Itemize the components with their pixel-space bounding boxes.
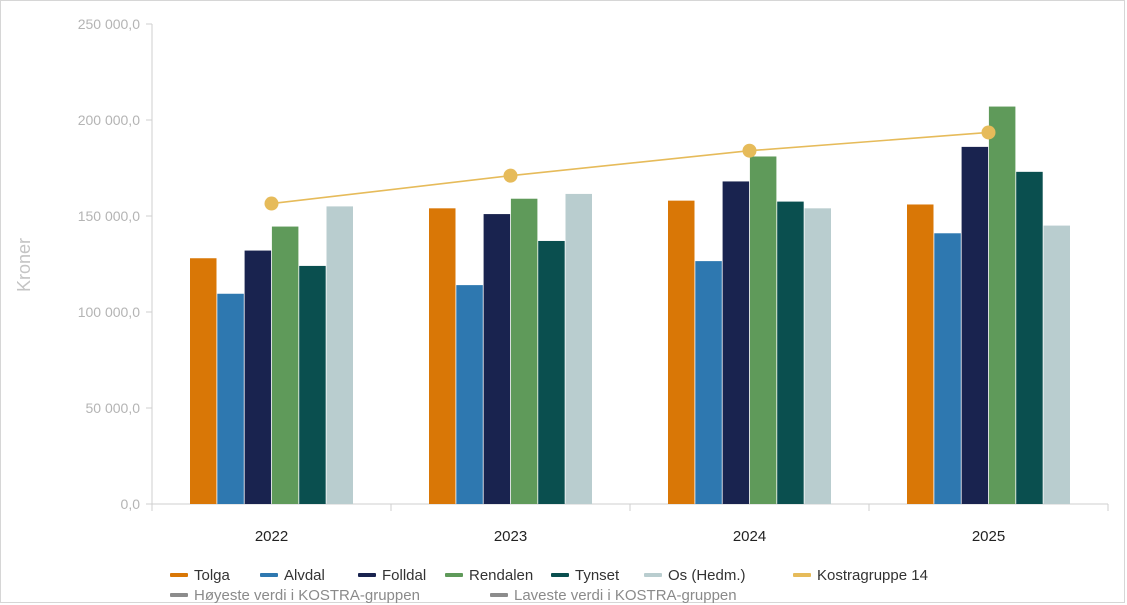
x-tick-label: 2025 (972, 528, 1005, 545)
bar[interactable] (456, 285, 483, 504)
legend-swatch (490, 593, 508, 597)
legend-swatch (793, 573, 811, 577)
bar[interactable] (988, 106, 1016, 504)
bar[interactable] (934, 233, 961, 504)
legend-label: Høyeste verdi i KOSTRA-gruppen (194, 587, 420, 604)
bar[interactable] (668, 200, 695, 504)
bar[interactable] (244, 250, 272, 504)
y-axis: 0,0 50 000,0 100 000,0 150 000,0 200 000,0 25… (78, 16, 153, 512)
legend-label: Alvdal (284, 567, 325, 584)
series-line (271, 131, 989, 205)
bar[interactable] (429, 208, 456, 504)
bar[interactable] (565, 193, 593, 505)
bar[interactable] (1043, 225, 1071, 504)
y-tick-label: 200 000,0 (78, 112, 140, 128)
bar[interactable] (777, 201, 804, 504)
y-axis-label: Kroner (14, 238, 34, 292)
bar[interactable] (217, 293, 244, 504)
y-tick-label: 100 000,0 (78, 304, 140, 320)
legend-item[interactable]: Høyeste verdi i KOSTRA-gruppen (170, 587, 420, 604)
x-tick-label: 2023 (494, 528, 527, 545)
legend-item[interactable]: Os (Hedm.) (644, 567, 746, 584)
x-tick-label: 2022 (255, 528, 288, 545)
bar[interactable] (299, 265, 326, 504)
x-axis: 2022 2023 2024 2025 (151, 503, 1109, 545)
legend-label: Os (Hedm.) (668, 567, 746, 584)
legend-item[interactable]: Kostragruppe 14 (793, 567, 928, 584)
bar[interactable] (722, 181, 750, 504)
legend-item[interactable]: Tolga (170, 567, 231, 584)
legend-swatch (445, 573, 463, 577)
bar[interactable] (271, 226, 299, 504)
bar[interactable] (695, 261, 722, 504)
bar[interactable] (190, 258, 217, 504)
y-tick-label: 50 000,0 (86, 400, 141, 416)
bar[interactable] (961, 146, 989, 504)
bar[interactable] (326, 206, 354, 504)
bar[interactable] (483, 214, 511, 504)
line-point[interactable] (264, 196, 279, 211)
legend-swatch (170, 573, 188, 577)
bar[interactable] (804, 208, 832, 504)
legend-item[interactable]: Laveste verdi i KOSTRA-gruppen (490, 587, 737, 604)
bar[interactable] (510, 198, 538, 504)
bars (190, 106, 1071, 505)
legend-label: Laveste verdi i KOSTRA-gruppen (514, 587, 737, 604)
legend-swatch (170, 593, 188, 597)
bar[interactable] (749, 156, 777, 505)
line-point[interactable] (981, 125, 996, 140)
legend-label: Rendalen (469, 567, 533, 584)
legend-swatch (358, 573, 376, 577)
line-point[interactable] (503, 168, 518, 183)
x-tick-label: 2024 (733, 528, 766, 545)
legend-item[interactable]: Alvdal (260, 567, 325, 584)
legend-label: Kostragruppe 14 (817, 567, 928, 584)
bar[interactable] (907, 204, 934, 505)
legend-item[interactable]: Rendalen (445, 567, 533, 584)
legend-swatch (260, 573, 278, 577)
legend-label: Tolga (194, 567, 231, 584)
bar[interactable] (1016, 171, 1043, 504)
bar[interactable] (538, 240, 565, 504)
legend: Tolga Alvdal Folldal Rendalen Tynset Os (Hedm… (170, 567, 928, 604)
legend-swatch (551, 573, 569, 577)
legend-item[interactable]: Tynset (551, 567, 620, 584)
y-tick-label: 250 000,0 (78, 16, 140, 32)
legend-item[interactable]: Folldal (358, 567, 426, 584)
legend-swatch (644, 573, 662, 577)
legend-label: Tynset (575, 567, 620, 584)
y-tick-label: 150 000,0 (78, 208, 140, 224)
line-point[interactable] (742, 143, 757, 158)
kostragruppe-line (264, 125, 996, 211)
y-tick-label: 0,0 (121, 496, 141, 512)
legend-label: Folldal (382, 567, 426, 584)
